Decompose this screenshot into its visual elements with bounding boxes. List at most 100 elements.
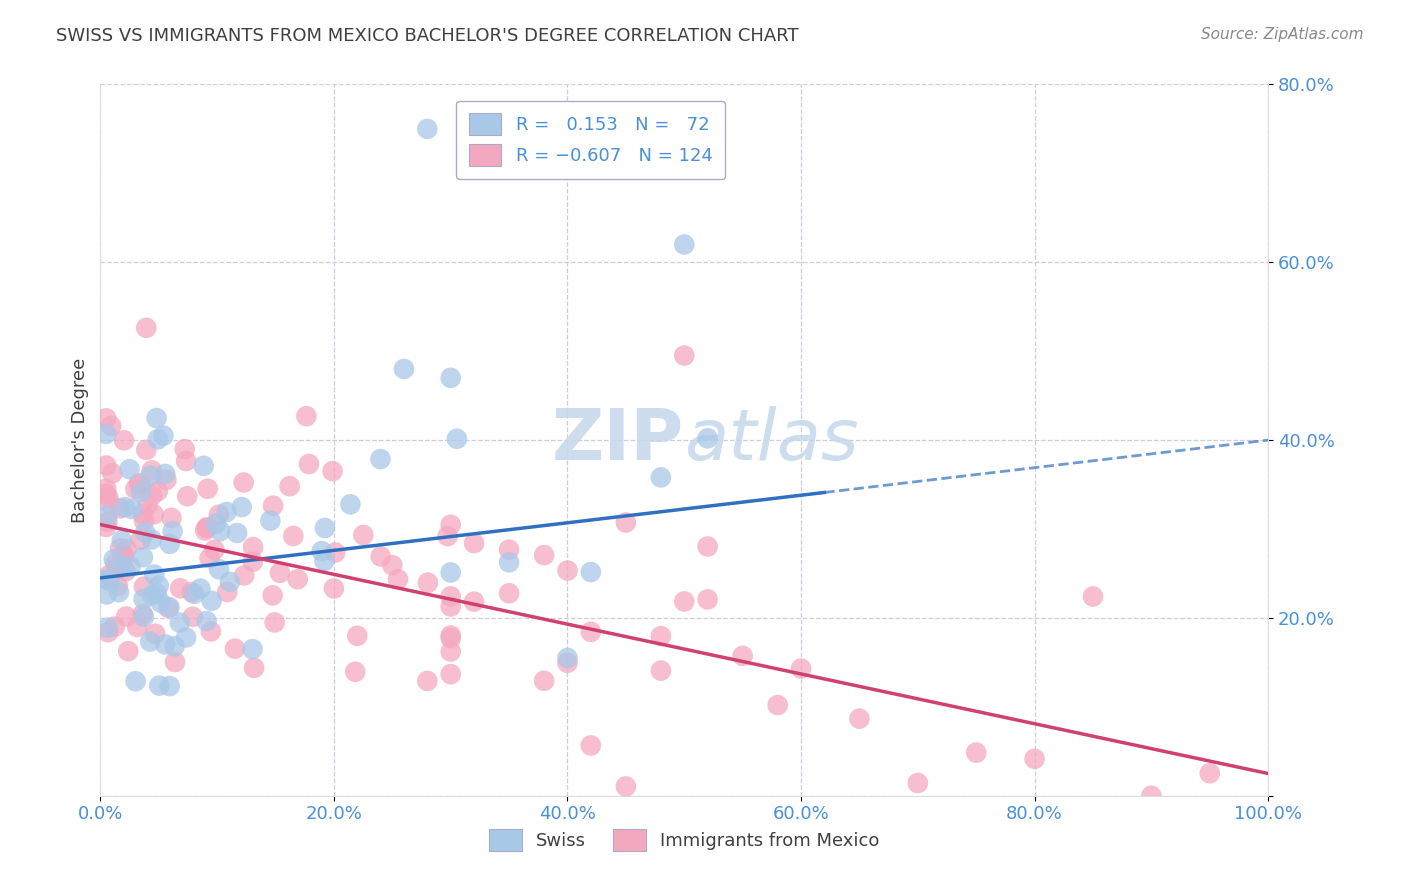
Point [153, 637, 176, 651]
Y-axis label: Bachelor's Degree: Bachelor's Degree [72, 358, 89, 523]
Point [148, 578, 170, 592]
Point [1198, 766, 1220, 780]
Point [124, 482, 146, 496]
Point [112, 434, 135, 448]
Point [121, 502, 143, 516]
Point [193, 458, 215, 473]
Point [416, 673, 439, 688]
Point [1024, 752, 1046, 766]
Point [440, 631, 463, 645]
Point [209, 524, 232, 538]
Point [108, 541, 131, 556]
Point [201, 594, 224, 608]
Point [136, 499, 159, 513]
Point [614, 516, 637, 530]
Point [160, 511, 183, 525]
Point [132, 607, 155, 622]
Point [197, 482, 219, 496]
Point [127, 620, 149, 634]
Point [790, 661, 813, 675]
Point [1081, 590, 1104, 604]
Point [673, 594, 696, 608]
Point [314, 521, 336, 535]
Point [97, 621, 120, 635]
Point [259, 514, 281, 528]
Point [132, 514, 155, 528]
Point [498, 555, 520, 569]
Point [112, 551, 135, 566]
Point [673, 349, 696, 363]
Text: Source: ZipAtlas.com: Source: ZipAtlas.com [1201, 27, 1364, 42]
Point [129, 533, 152, 547]
Point [557, 564, 579, 578]
Point [226, 526, 249, 541]
Point [440, 599, 463, 614]
Point [440, 566, 463, 580]
Point [440, 644, 463, 658]
Point [440, 667, 463, 681]
Point [440, 517, 463, 532]
Point [440, 628, 463, 642]
Point [322, 464, 344, 478]
Point [352, 528, 374, 542]
Point [436, 529, 458, 543]
Point [120, 560, 142, 574]
Point [311, 544, 333, 558]
Point [242, 642, 264, 657]
Point [215, 505, 238, 519]
Point [195, 521, 218, 535]
Point [463, 536, 485, 550]
Point [965, 746, 987, 760]
Point [176, 489, 198, 503]
Point [262, 499, 284, 513]
Point [298, 457, 321, 471]
Point [96, 426, 118, 441]
Point [163, 639, 186, 653]
Point [155, 473, 177, 487]
Point [104, 619, 127, 633]
Point [115, 609, 138, 624]
Point [346, 629, 368, 643]
Point [132, 507, 155, 521]
Point [96, 572, 118, 586]
Point [392, 362, 415, 376]
Point [180, 585, 202, 599]
Point [145, 586, 167, 600]
Point [96, 487, 118, 501]
Point [134, 525, 156, 540]
Point [533, 673, 555, 688]
Legend: Swiss, Immigrants from Mexico: Swiss, Immigrants from Mexico [482, 822, 887, 858]
Point [103, 552, 125, 566]
Point [269, 566, 291, 580]
Point [159, 600, 181, 615]
Point [111, 533, 134, 548]
Point [233, 568, 256, 582]
Point [848, 712, 870, 726]
Point [162, 524, 184, 539]
Point [370, 549, 392, 564]
Point [101, 467, 124, 481]
Point [157, 600, 180, 615]
Point [96, 515, 118, 529]
Text: SWISS VS IMMIGRANTS FROM MEXICO BACHELOR'S DEGREE CORRELATION CHART: SWISS VS IMMIGRANTS FROM MEXICO BACHELOR… [56, 27, 799, 45]
Point [141, 588, 163, 602]
Point [155, 467, 177, 481]
Point [907, 776, 929, 790]
Point [579, 739, 602, 753]
Point [498, 542, 520, 557]
Point [370, 452, 392, 467]
Point [96, 411, 118, 425]
Point [96, 458, 118, 473]
Point [295, 409, 318, 424]
Point [533, 548, 555, 562]
Point [107, 559, 129, 574]
Point [190, 582, 212, 596]
Point [323, 545, 346, 559]
Point [696, 592, 718, 607]
Point [159, 537, 181, 551]
Text: atlas: atlas [685, 406, 859, 475]
Point [100, 419, 122, 434]
Point [614, 780, 637, 794]
Point [579, 565, 602, 579]
Point [416, 575, 439, 590]
